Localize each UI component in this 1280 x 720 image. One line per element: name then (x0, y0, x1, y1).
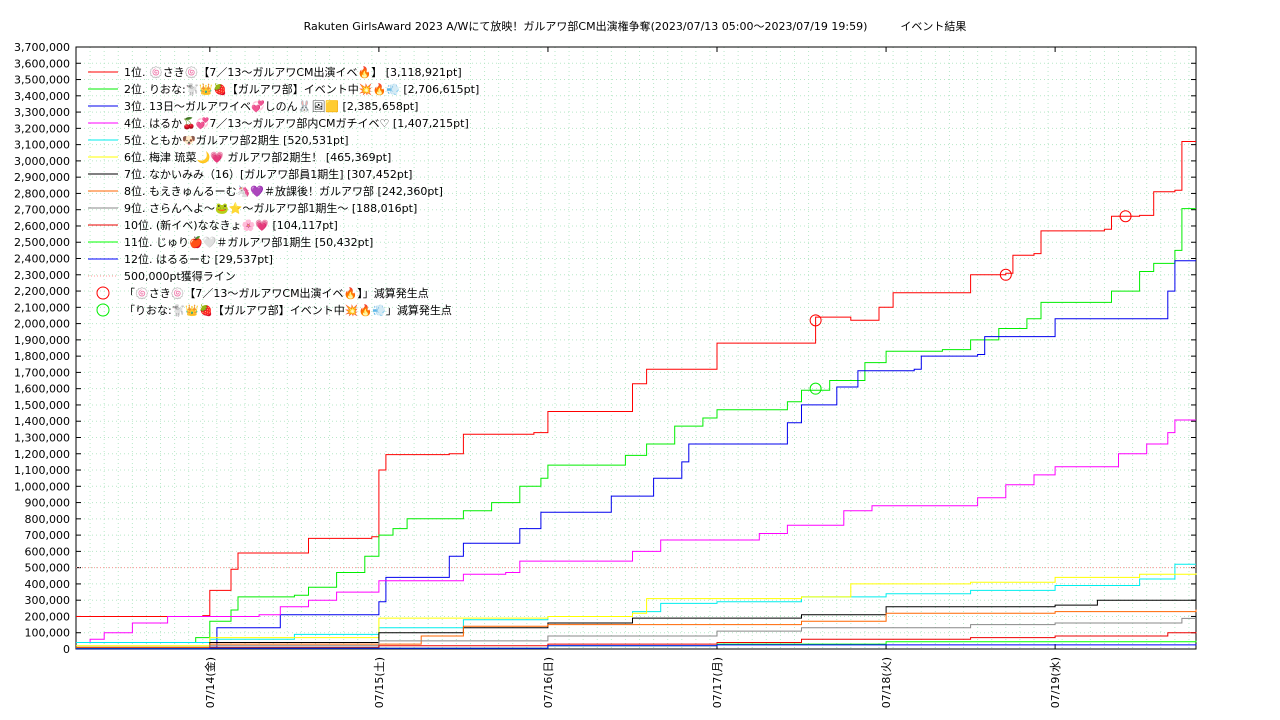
y-tick-label: 3,700,000 (14, 41, 70, 54)
series-line-4 (76, 419, 1196, 643)
y-tick-label: 1,600,000 (14, 383, 70, 396)
y-tick-label: 2,300,000 (14, 269, 70, 282)
y-tick-label: 900,000 (25, 497, 71, 510)
y-tick-label: 3,000,000 (14, 155, 70, 168)
legend-entry-8: 8位. もえきゅんるーむ🦄💜＃放課後！ガルアワ部 [242,360pt] (124, 184, 443, 198)
series-line-2 (76, 208, 1196, 643)
y-tick-label: 700,000 (25, 529, 71, 542)
series-line-7 (76, 599, 1197, 648)
y-tick-label: 1,000,000 (14, 480, 70, 493)
y-tick-label: 100,000 (25, 627, 71, 640)
marker-point-1 (999, 268, 1012, 281)
y-tick-label: 3,600,000 (14, 57, 70, 70)
x-tick-label: 07/14(金) (203, 657, 217, 708)
y-tick-label: 500,000 (25, 562, 71, 575)
legend-marker (96, 286, 110, 300)
marker-point-2 (809, 382, 822, 395)
y-tick-label: 3,100,000 (14, 139, 70, 152)
y-tick-label: 2,800,000 (14, 187, 70, 200)
y-tick-label: 600,000 (25, 545, 71, 558)
legend-entry-12: 12位. はるるーむ [29,537pt] (124, 252, 273, 266)
y-tick-label: 3,200,000 (14, 122, 70, 135)
y-tick-label: 1,100,000 (14, 464, 70, 477)
y-tick-label: 2,200,000 (14, 285, 70, 298)
legend-entry-1: 1位. 🍥さき🍥【7／13〜ガルアワCM出演イベ🔥】 [3,118,921pt] (124, 65, 462, 79)
y-tick-label: 2,600,000 (14, 220, 70, 233)
plot-frame (75, 46, 1197, 650)
x-tick-label: 07/18(火) (880, 657, 893, 708)
y-tick-label: 2,000,000 (14, 318, 70, 331)
y-tick-label: 1,200,000 (14, 448, 70, 461)
y-tick-label: 200,000 (25, 610, 71, 623)
legend-entry-marker-1: 「🍥さき🍥【7／13〜ガルアワCM出演イベ🔥】」減算発生点 (124, 286, 429, 300)
x-tick-label: 07/19(水) (1049, 657, 1062, 708)
marker-point-1 (1119, 210, 1132, 223)
series-line-6 (76, 573, 1197, 647)
x-tick-label: 07/16(日) (542, 657, 555, 708)
chart-title: Rakuten GirlsAward 2023 A/Wにて放映！ガルアワ部CM出… (303, 20, 967, 33)
x-tick-label: 07/15(土) (373, 657, 386, 708)
y-tick-label: 2,900,000 (14, 171, 70, 184)
y-tick-label: 800,000 (25, 513, 71, 526)
y-tick-label: 1,700,000 (14, 366, 70, 379)
y-tick-label: 3,500,000 (14, 74, 70, 87)
y-tick-label: 1,500,000 (14, 399, 70, 412)
y-tick-label: 1,400,000 (14, 415, 70, 428)
y-tick-label: 3,400,000 (14, 90, 70, 103)
legend-entry-marker-2: 「りおな:🐩👑🍓【ガルアワ部】イベント中💥🔥💨」減算発生点 (124, 303, 452, 317)
series-line-10 (76, 632, 1197, 649)
y-tick-label: 2,700,000 (14, 204, 70, 217)
legend-entry-3: 3位. 13日〜ガルアワイベ💞しのん🐰🖼🟨 [2,385,658pt] (124, 99, 418, 113)
legend-entry-10: 10位. (新イベ)ななきょ🌸💗 [104,117pt] (124, 218, 338, 232)
y-tick-label: 2,500,000 (14, 236, 70, 249)
series-line-1 (76, 141, 1196, 617)
series-line-9 (76, 617, 1196, 649)
marker-point-1 (809, 314, 822, 327)
series-line-12 (76, 644, 1197, 650)
x-tick-label: 07/17(月) (711, 657, 724, 708)
y-tick-label: 2,400,000 (14, 253, 70, 266)
series-line-3 (76, 260, 1196, 649)
legend-entry-6: 6位. 梅津 琉菜🌙💗 ガルアワ部2期生！ [465,369pt] (124, 150, 391, 164)
y-tick-label: 1,900,000 (14, 334, 70, 347)
legend-entry-11: 11位. じゅり🍎🤍＃ガルアワ部1期生 [50,432pt] (124, 235, 373, 249)
legend-entry-reference: 500,000pt獲得ライン (124, 270, 236, 283)
legend-entry-5: 5位. ともか🐶ガルアワ部2期生 [520,531pt] (124, 133, 349, 147)
legend-entry-7: 7位. なかいみみ（16）[ガルアワ部員1期生] [307,452pt] (124, 167, 412, 181)
y-tick-label: 3,300,000 (14, 106, 70, 119)
y-tick-label: 300,000 (25, 594, 71, 607)
legend-entry-4: 4位. はるか🍒💞7／13〜ガルアワ部内CMガチイベ♡ [1,407,215pt… (124, 116, 469, 130)
y-tick-label: 0 (63, 643, 70, 656)
series-line-5 (76, 563, 1196, 643)
y-tick-label: 400,000 (25, 578, 71, 591)
legend-entry-2: 2位. りおな:🐩👑🍓【ガルアワ部】イベント中💥🔥💨 [2,706,615pt] (124, 82, 479, 96)
legend-entry-9: 9位. さらんへよ〜🐸⭐〜ガルアワ部1期生〜 [188,016pt] (124, 201, 417, 215)
series-line-8 (76, 609, 1197, 648)
legend-marker (96, 303, 110, 317)
y-tick-label: 1,800,000 (14, 350, 70, 363)
y-tick-label: 2,100,000 (14, 301, 70, 314)
y-tick-label: 1,300,000 (14, 431, 70, 444)
